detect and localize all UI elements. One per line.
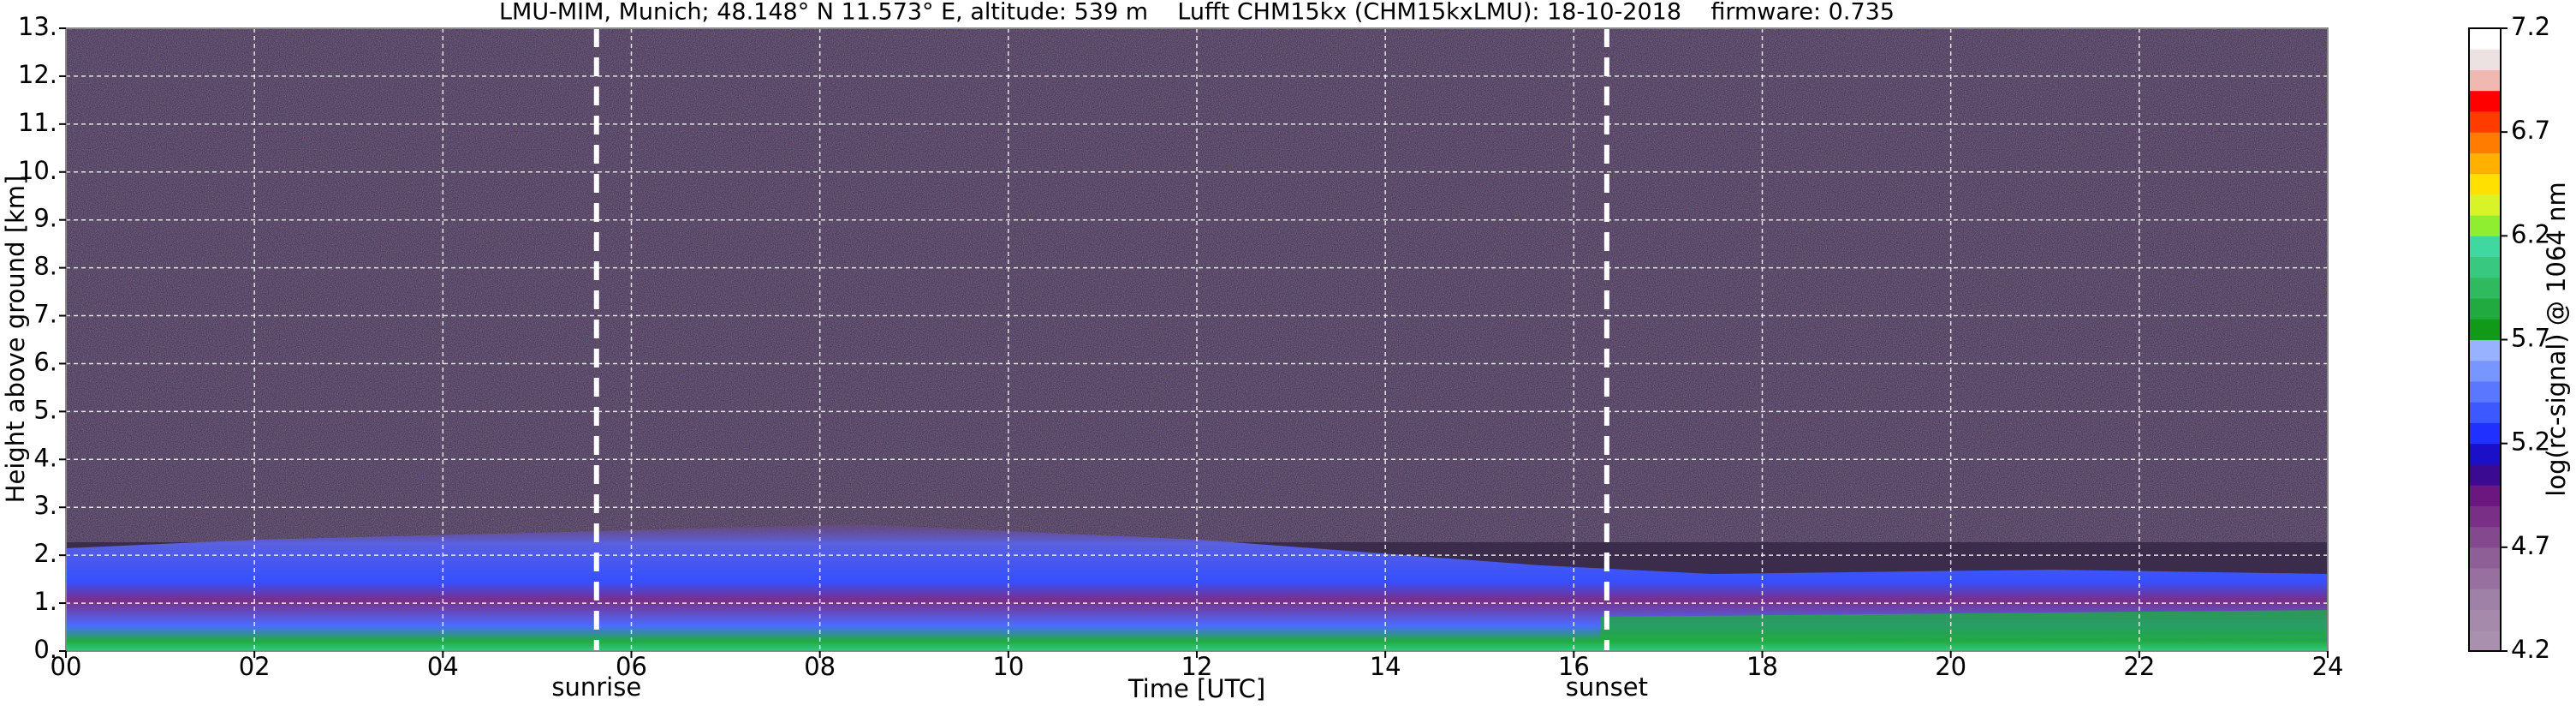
colorbar-swatch [2469, 547, 2501, 569]
y-tick-label: 2. [33, 539, 57, 568]
colorbar-tick-label: 4.2 [2511, 635, 2550, 664]
x-axis-label: Time [UTC] [1127, 674, 1265, 703]
x-tick-label: 06 [616, 652, 647, 681]
x-tick-label: 02 [239, 652, 271, 681]
x-tick-label: 22 [2123, 652, 2155, 681]
y-tick-label: 1. [33, 587, 57, 616]
x-tick-label: 18 [1746, 652, 1778, 681]
x-tick-label: 12 [1181, 652, 1213, 681]
y-tick-label: 3. [33, 491, 57, 520]
y-tick-label: 10. [18, 156, 57, 185]
y-tick-label: 8. [33, 252, 57, 281]
colorbar-tick-label: 7.2 [2511, 12, 2550, 41]
y-tick-label: 13. [18, 12, 57, 41]
colorbar-tick-label: 5.7 [2511, 324, 2550, 353]
colorbar-swatch [2469, 90, 2501, 112]
colorbar-swatch [2469, 298, 2501, 320]
colorbar-swatch [2469, 152, 2501, 175]
colorbar-swatch [2469, 589, 2501, 611]
colorbar-swatch [2469, 609, 2501, 631]
colorbar-tick-label: 6.7 [2511, 116, 2550, 145]
colorbar-swatch [2469, 132, 2501, 153]
x-tick-label: 10 [992, 652, 1024, 681]
y-tick-label: 11. [18, 108, 57, 137]
colorbar-swatch [2469, 568, 2501, 589]
colorbar-swatch [2469, 194, 2501, 216]
colorbar-tick-label: 6.2 [2511, 219, 2550, 248]
x-tick-label: 24 [2312, 652, 2344, 681]
y-tick-label: 5. [33, 395, 57, 424]
y-tick-label: 4. [33, 443, 57, 472]
y-tick-label: 12. [18, 60, 57, 89]
colorbar-swatch [2469, 380, 2501, 403]
y-tick-label: 0. [33, 635, 57, 664]
colorbar-swatch [2469, 526, 2501, 548]
colorbar-swatch [2469, 319, 2501, 340]
colorbar-swatch [2469, 173, 2501, 195]
colorbar-swatch [2469, 505, 2501, 528]
annotation-label: sunrise [551, 672, 641, 702]
y-axis-label: Height above ground [km] [1, 176, 30, 504]
colorbar-swatch [2469, 485, 2501, 506]
y-tick-label: 7. [33, 300, 57, 329]
colorbar-swatch [2469, 463, 2501, 486]
colorbar-tick-label: 4.7 [2511, 531, 2550, 560]
x-tick-label: 08 [804, 652, 836, 681]
colorbar-swatch [2469, 236, 2501, 258]
data-layer [593, 28, 1609, 651]
x-tick-label: 14 [1370, 652, 1401, 681]
colorbar-tick-label: 5.2 [2511, 427, 2550, 457]
annotation-label: sunset [1566, 672, 1648, 702]
colorbar-swatch [2469, 402, 2501, 423]
colorbar-swatch [2469, 28, 2501, 50]
colorbar-label: log(rc-signal) @ 1064 nm [2542, 182, 2571, 496]
colorbar-swatch [2469, 69, 2501, 92]
colorbar-swatch [2469, 443, 2501, 465]
colorbar-swatch [2469, 256, 2501, 278]
colorbar-swatch [2469, 339, 2501, 361]
colorbar-swatch [2469, 49, 2501, 70]
x-tick-label: 16 [1558, 652, 1590, 681]
colorbar-swatch [2469, 277, 2501, 299]
x-tick-label: 04 [427, 652, 459, 681]
colorbar-swatch [2469, 630, 2501, 652]
colorbar-swatch [2469, 215, 2501, 236]
chart-title: LMU-MIM, Munich; 48.148° N 11.573° E, al… [499, 0, 1895, 26]
y-tick-label: 6. [33, 347, 57, 376]
x-tick-label: 00 [51, 652, 82, 681]
colorbar-swatch [2469, 111, 2501, 133]
x-tick-label: 20 [1935, 652, 1966, 681]
colorbar-swatch [2469, 422, 2501, 445]
colorbar-swatch [2469, 360, 2501, 382]
y-tick-label: 9. [33, 204, 57, 233]
